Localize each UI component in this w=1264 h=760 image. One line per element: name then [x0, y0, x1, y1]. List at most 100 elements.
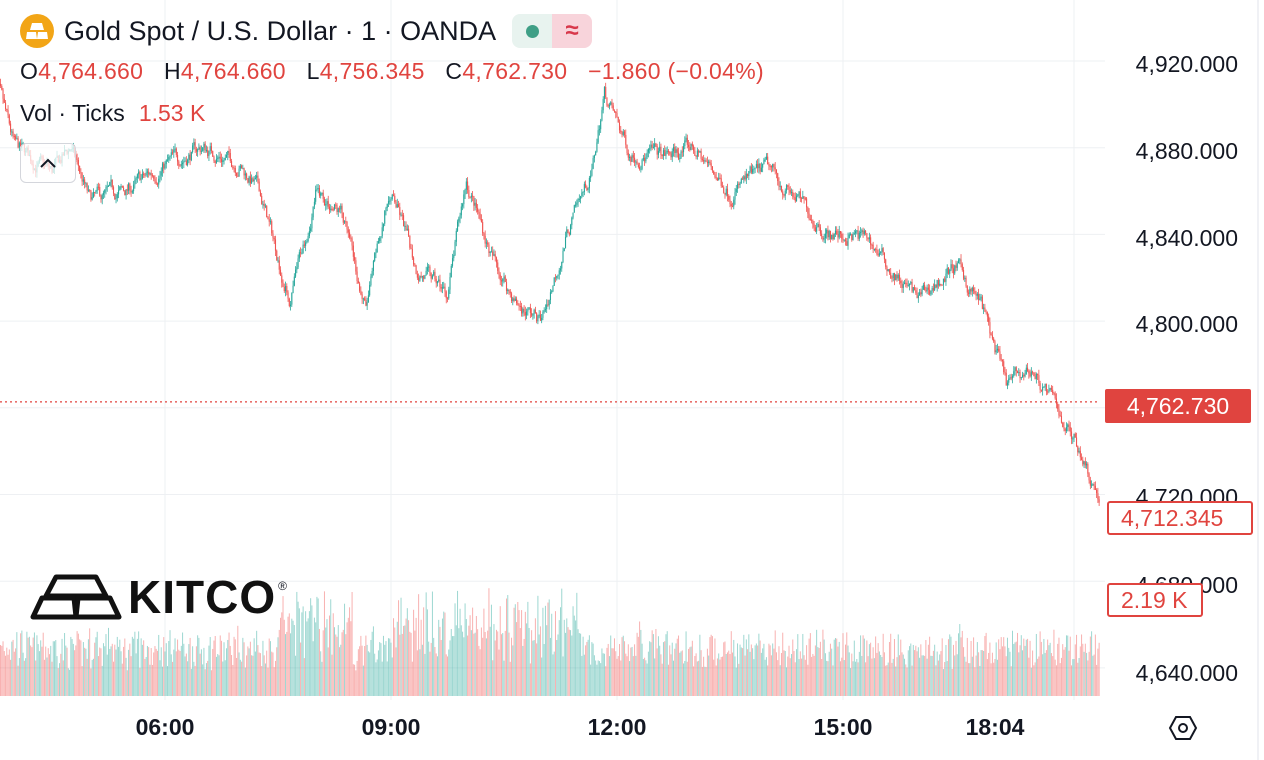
volume-bar — [288, 613, 290, 696]
volume-bar — [54, 641, 56, 696]
kitco-wordmark: KITCO — [128, 571, 277, 623]
candle-body — [508, 289, 510, 292]
volume-bar — [762, 648, 764, 696]
volume-bar — [350, 621, 352, 696]
volume-bar — [345, 634, 347, 696]
candle-body — [660, 146, 662, 155]
volume-bar — [610, 635, 612, 696]
volume-bar — [441, 618, 443, 696]
candle-body — [650, 144, 652, 149]
candle-body — [369, 285, 371, 296]
market-status-pill[interactable]: ≈ — [512, 14, 593, 48]
candle-body — [128, 183, 130, 191]
volume-bar — [1005, 656, 1007, 696]
volume-bar — [306, 621, 308, 696]
volume-bar — [365, 635, 367, 696]
candle-body — [359, 283, 361, 291]
volume-bar — [696, 661, 698, 696]
collapse-legend-button[interactable] — [20, 143, 76, 183]
candle-body — [96, 186, 98, 191]
candle-body — [171, 152, 174, 154]
candle-body — [335, 204, 337, 206]
candle-body — [411, 248, 413, 258]
symbol-title[interactable]: Gold Spot / U.S. Dollar · 1 · OANDA — [64, 15, 497, 46]
volume-bar — [116, 636, 118, 696]
candle-body — [247, 178, 249, 183]
volume-bar — [1045, 650, 1047, 696]
volume-bar — [375, 662, 377, 696]
volume-bar — [572, 606, 574, 696]
candle-body — [400, 214, 402, 216]
volume-bar — [1082, 643, 1084, 696]
volume-bar — [944, 661, 946, 696]
candle-body — [986, 312, 988, 317]
candle-body — [671, 151, 673, 158]
candle-body — [325, 204, 327, 206]
candle-body — [488, 244, 490, 253]
candle-body — [276, 250, 278, 261]
candle-body — [238, 168, 240, 177]
candle-body — [616, 113, 618, 118]
volume-bar — [979, 665, 981, 696]
volume-bar — [457, 590, 459, 696]
candle-body — [1043, 386, 1045, 388]
volume-bar — [409, 631, 411, 696]
volume-bar — [1012, 630, 1013, 696]
volume-bar — [862, 635, 864, 696]
candle-body — [767, 156, 769, 165]
candle-body — [676, 149, 678, 153]
candle-body — [350, 237, 352, 239]
candle-body — [349, 232, 351, 238]
volume-bar — [649, 641, 651, 696]
volume-bar — [739, 644, 741, 696]
volume-bar — [755, 643, 757, 696]
candle-body — [588, 177, 590, 189]
delayed-data-icon[interactable]: ≈ — [552, 14, 593, 48]
volume-bar — [503, 660, 505, 696]
chart-settings-icon[interactable] — [1168, 713, 1198, 743]
volume-bar — [352, 664, 354, 696]
candle-body — [886, 266, 888, 272]
volume-bar — [892, 658, 894, 696]
candle-body — [538, 314, 540, 317]
volume-bar — [942, 669, 944, 696]
candle-body — [301, 253, 303, 255]
market-open-icon[interactable] — [512, 14, 553, 48]
volume-bar — [389, 638, 391, 696]
candle-body — [1097, 493, 1099, 500]
volume-bar — [438, 619, 440, 696]
candle-body — [1010, 377, 1012, 379]
candle-body — [117, 190, 120, 195]
candle-body — [298, 252, 300, 259]
candle-body — [227, 150, 229, 155]
candle-body — [684, 140, 686, 147]
candle-body — [1082, 459, 1084, 465]
candle-body — [784, 190, 786, 196]
candle-body — [188, 154, 190, 160]
volume-bar — [986, 659, 988, 696]
volume-bar — [86, 658, 88, 696]
candle-body — [851, 234, 853, 240]
candle-body — [470, 195, 472, 198]
volume-bar — [84, 647, 86, 696]
candle-body — [129, 183, 131, 191]
volume-bar — [20, 633, 22, 696]
candle-body — [740, 178, 742, 183]
candle-body — [564, 236, 567, 249]
volume-bar — [990, 663, 992, 696]
candle-body — [961, 264, 963, 270]
volume-bar — [268, 638, 270, 696]
candle-body — [603, 86, 605, 100]
volume-bar — [562, 656, 564, 696]
candle-body — [892, 273, 894, 278]
volume-bar — [59, 663, 61, 696]
volume-bar — [695, 653, 697, 696]
volume-bar — [145, 657, 147, 696]
volume-bar — [839, 661, 841, 696]
volume-bar — [492, 660, 494, 696]
volume-bar — [110, 646, 112, 696]
volume-bar — [224, 660, 226, 696]
candle-body — [274, 239, 277, 251]
candle-body — [365, 299, 367, 306]
